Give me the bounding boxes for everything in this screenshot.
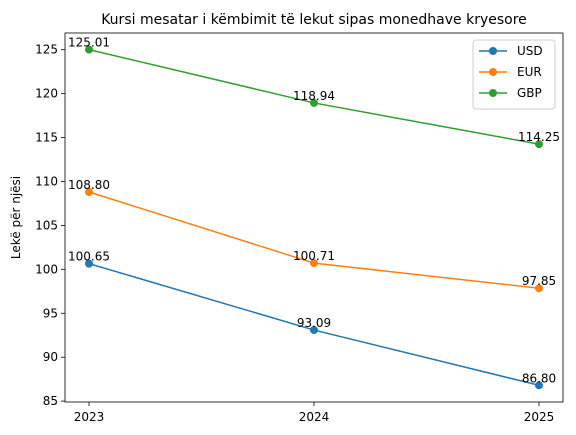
legend-label-usd: USD: [517, 44, 543, 58]
legend-marker-eur: [489, 68, 497, 76]
legend-label-eur: EUR: [517, 65, 542, 79]
data-point-gbp: [85, 45, 93, 54]
data-point-eur: [310, 259, 318, 268]
y-tick-label: 125: [35, 43, 58, 57]
chart-title: Kursi mesatar i këmbimit të lekut sipas …: [101, 12, 527, 28]
data-label-usd: 86.80: [522, 371, 556, 385]
x-tick-label: 2025: [524, 410, 555, 424]
y-tick-label: 90: [43, 350, 58, 364]
legend: USD EUR GBP: [472, 39, 556, 110]
y-tick-label: 115: [35, 131, 58, 145]
data-point-gbp: [310, 98, 318, 107]
axes-frame: [64, 32, 564, 403]
plot-area: 85 90 95 100 105 110 115 120 125 2023 2024 2025 100.…: [35, 32, 564, 424]
y-axis-label: Lekë për njësi: [9, 176, 23, 259]
x-tick-label: 2023: [74, 410, 105, 424]
y-tick-label: 95: [43, 306, 58, 320]
data-label-eur: 108.80: [68, 178, 110, 192]
legend-label-gbp: GBP: [517, 86, 542, 100]
y-tick-label: 110: [35, 174, 58, 188]
legend-marker-gbp: [489, 89, 497, 97]
y-tick-label: 100: [35, 262, 58, 276]
data-point-usd: [535, 381, 543, 390]
data-point-usd: [85, 259, 93, 268]
data-label-gbp: 114.25: [518, 130, 560, 144]
data-label-usd: 100.65: [68, 250, 110, 264]
legend-marker-usd: [489, 47, 497, 55]
data-point-gbp: [535, 140, 543, 149]
y-tick-label: 85: [43, 394, 58, 408]
data-label-gbp: 125.01: [68, 36, 110, 50]
data-label-eur: 97.85: [522, 274, 556, 288]
data-point-eur: [535, 284, 543, 293]
data-point-eur: [85, 188, 93, 197]
data-label-eur: 100.71: [293, 249, 335, 263]
x-tick-label: 2024: [299, 410, 330, 424]
data-label-gbp: 118.94: [293, 89, 335, 103]
y-tick-label: 120: [35, 87, 58, 101]
y-tick-label: 105: [35, 218, 58, 232]
series-line-eur: [88, 191, 540, 289]
data-point-usd: [310, 326, 318, 335]
data-label-usd: 93.09: [297, 316, 331, 330]
